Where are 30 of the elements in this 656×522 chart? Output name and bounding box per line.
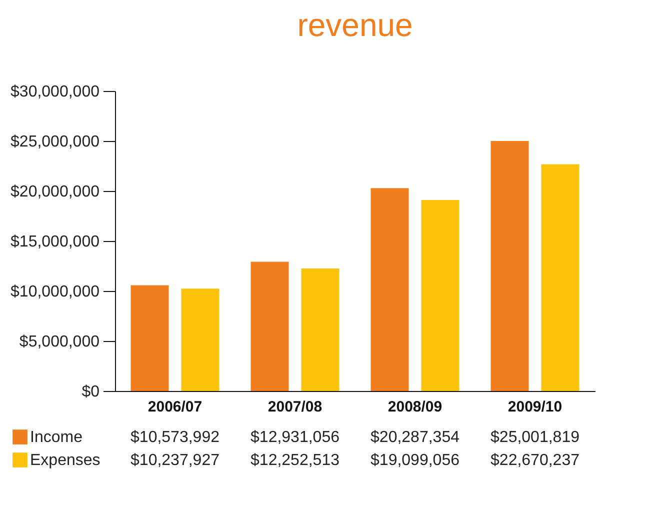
x-tick-label: 2009/10 bbox=[508, 398, 562, 416]
bar bbox=[181, 288, 220, 391]
y-tick-label: $10,000,000 bbox=[10, 284, 100, 300]
data-label: $19,099,056 bbox=[370, 452, 460, 469]
y-tick-label: $15,000,000 bbox=[10, 234, 100, 250]
y-tick-label: $0 bbox=[82, 384, 100, 400]
y-tick-label: $30,000,000 bbox=[10, 84, 100, 100]
y-tick-label: $25,000,000 bbox=[10, 134, 100, 150]
bar bbox=[130, 285, 169, 391]
bar bbox=[541, 164, 580, 391]
data-label: $10,237,927 bbox=[130, 452, 220, 469]
bar bbox=[490, 140, 529, 391]
legend-label: Income bbox=[30, 429, 83, 446]
y-tick-label: $5,000,000 bbox=[19, 334, 100, 350]
legend-label: Expenses bbox=[30, 452, 100, 469]
bar bbox=[370, 188, 409, 391]
x-tick-label: 2006/07 bbox=[148, 398, 202, 416]
data-label: $12,931,056 bbox=[250, 429, 340, 446]
data-label: $12,252,513 bbox=[250, 452, 340, 469]
data-label: $25,001,819 bbox=[490, 429, 580, 446]
chart-title: revenue bbox=[297, 7, 413, 43]
data-label: $22,670,237 bbox=[490, 452, 580, 469]
x-tick-label: 2007/08 bbox=[268, 398, 322, 416]
data-label: $20,287,354 bbox=[370, 429, 460, 446]
x-tick-label: 2008/09 bbox=[388, 398, 442, 416]
bar bbox=[250, 262, 289, 391]
bar bbox=[421, 200, 460, 391]
bar bbox=[301, 268, 340, 391]
data-label: $10,573,992 bbox=[130, 429, 220, 446]
y-tick-label: $20,000,000 bbox=[10, 184, 100, 200]
